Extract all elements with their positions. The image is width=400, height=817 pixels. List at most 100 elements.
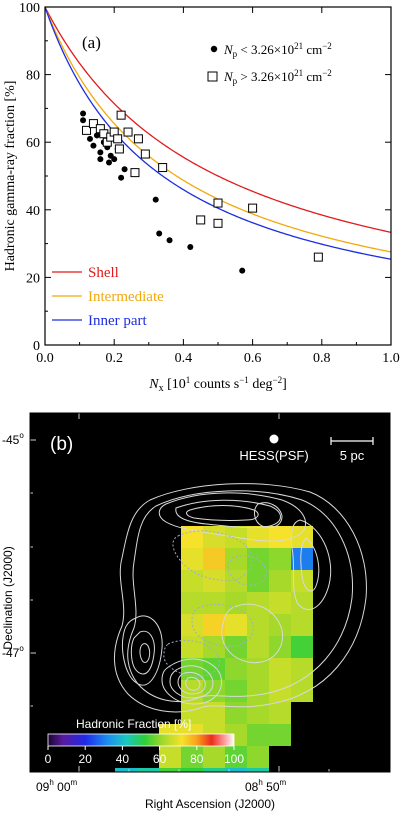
legend-entry-low-np: Np < 3.26×1021 cm−2: [223, 41, 332, 59]
point-low-np-16: [156, 230, 163, 237]
legend-label-shell: Shell: [88, 265, 119, 281]
heatmap-cell-r3-c9: [247, 526, 269, 548]
heatmap-cell-r3-c11: [291, 526, 313, 548]
heatmap-cell-r7-c11: [291, 614, 313, 636]
dec-tick-label-1: -45o: [2, 431, 24, 447]
x-tick-label-3: 0.6: [244, 351, 262, 366]
heatmap-cell-r11-c9: [247, 702, 269, 724]
panel-b-heatmap: (b) HESS(PSF) 5 pc Hadronic Fraction [%]…: [0, 408, 400, 817]
heatmap-cell-r14-c7: [203, 768, 225, 772]
panel-b-ticks: [30, 413, 330, 772]
heatmap-cell-r13-c5: [159, 746, 181, 768]
heatmap-cell-r3-c7: [203, 526, 225, 548]
legend-curves: Shell Intermediate Inner part: [52, 265, 164, 329]
point-low-np-9: [106, 159, 113, 166]
y-axis-label: Hadronic gamma-ray fraction [%]: [3, 81, 18, 272]
heatmap-cell-r14-c4: [137, 768, 159, 772]
point-high-np-13: [140, 149, 150, 159]
heatmap-cell-r13-c8: [225, 746, 247, 768]
y-tick-label-4: 80: [26, 69, 40, 84]
panel-a-ticks: 0.0 0.2 0.4 0.6 0.8 1.0 0 20 40 60 80 100: [19, 1, 400, 366]
heatmap-cell-r6-c7: [203, 592, 225, 614]
heatmap-cell-r6-c9: [247, 592, 269, 614]
heatmap-cell-r3-c10: [269, 526, 291, 548]
point-low-np-5: [97, 156, 104, 163]
panel-a-scatter-chart: 0.0 0.2 0.4 0.6 0.8 1.0 0 20 40 60 80 100 (a) Np < …: [0, 0, 400, 408]
colorbar-tick-label-5: 100: [224, 752, 244, 766]
ra-tick-label-2: 08h 50m: [245, 778, 287, 794]
point-low-np-14: [121, 166, 128, 173]
heatmap-cell-r11-c6: [181, 702, 203, 724]
dec-axis-label: Declination (J2000): [1, 546, 15, 649]
heatmap-cells: [115, 526, 313, 772]
point-low-np-1: [80, 110, 87, 117]
colorbar-ticks: 0 20 40 60 80 100: [45, 746, 244, 766]
heatmap-cell-r4-c6: [181, 548, 203, 570]
panel-b-label: (b): [50, 434, 73, 455]
heatmap-cell-r7-c8: [225, 614, 247, 636]
svg-text:08h 50m: 08h 50m: [245, 778, 287, 794]
colorbar-tick-label-3: 60: [153, 752, 167, 766]
heatmap-cell-r14-c5: [159, 768, 181, 772]
heatmap-cell-r8-c9: [247, 636, 269, 658]
point-high-np-10: [123, 127, 133, 137]
dec-tick-label-2: -47o: [2, 644, 24, 660]
colorbar-tick-label-1: 20: [79, 752, 93, 766]
point-low-np-15: [152, 196, 159, 203]
point-high-np-19: [313, 252, 323, 262]
heatmap-cell-r11-c7: [203, 702, 225, 724]
y-tick-label-0: 0: [33, 339, 40, 354]
heatmap-cell-r10-c7: [203, 680, 225, 702]
colorbar-tick-label-2: 40: [116, 752, 130, 766]
point-high-np-15: [196, 215, 206, 225]
point-high-np-18: [248, 203, 258, 213]
point-high-np-12: [133, 134, 143, 144]
dashed-cloud-contours: [163, 530, 267, 677]
x-axis-label: Nx [101 counts s−1 deg−2]: [148, 375, 287, 394]
heatmap-cell-r13-c6: [181, 746, 203, 768]
heatmap-cell-r12-c10: [269, 724, 291, 746]
svg-text:-47o: -47o: [2, 644, 24, 660]
point-low-np-2: [86, 135, 93, 142]
heatmap-cell-r6-c6: [181, 592, 203, 614]
panel-b-frame: [29, 412, 391, 773]
x-tick-label-5: 1.0: [382, 351, 400, 366]
colorbar: [47, 733, 235, 747]
colorbar-tick-label-4: 80: [190, 752, 204, 766]
heatmap-cell-r14-c9: [247, 768, 269, 772]
heatmap-cell-r4-c11: [291, 548, 313, 570]
heatmap-cell-r7-c9: [247, 614, 269, 636]
colorbar-tick-label-0: 0: [45, 752, 52, 766]
svg-text:09h 00m: 09h 00m: [36, 778, 78, 794]
heatmap-cell-r9-c8: [225, 658, 247, 680]
point-low-np-13: [118, 174, 125, 181]
point-high-np-17: [213, 198, 223, 208]
heatmap-cell-r9-c7: [203, 658, 225, 680]
point-high-np-9: [116, 110, 126, 120]
point-high-np-8: [114, 144, 124, 154]
y-tick-label-1: 20: [26, 271, 40, 286]
x-tick-label-2: 0.4: [175, 351, 193, 366]
curve-shell: [44, 6, 392, 233]
point-low-np-19: [239, 267, 246, 274]
y-tick-label-2: 40: [26, 204, 40, 219]
heatmap-cell-r5-c11: [291, 570, 313, 592]
point-high-np-7: [113, 134, 123, 144]
y-tick-label-5: 100: [19, 1, 40, 16]
heatmap-cell-r9-c9: [247, 658, 269, 680]
heatmap-cell-r4-c7: [203, 548, 225, 570]
ra-tick-label-1: 09h 00m: [36, 778, 78, 794]
point-low-np-0: [80, 117, 87, 124]
heatmap-cell-r5-c10: [269, 570, 291, 592]
heatmap-cell-r14-c8: [225, 768, 247, 772]
tev-contours: [113, 483, 367, 713]
heatmap-cell-r8-c11: [291, 636, 313, 658]
heatmap-cell-r11-c8: [225, 702, 247, 724]
heatmap-cell-r9-c11: [291, 658, 313, 680]
panel-a-label: (a): [82, 33, 101, 52]
x-tick-label-0: 0.0: [36, 351, 54, 366]
heatmap-cell-r8-c7: [203, 636, 225, 658]
heatmap-cell-r14-c3: [115, 768, 137, 772]
point-high-np-1: [88, 119, 98, 129]
legend-entry-high-np: Np > 3.26×1021 cm−2: [223, 68, 332, 86]
